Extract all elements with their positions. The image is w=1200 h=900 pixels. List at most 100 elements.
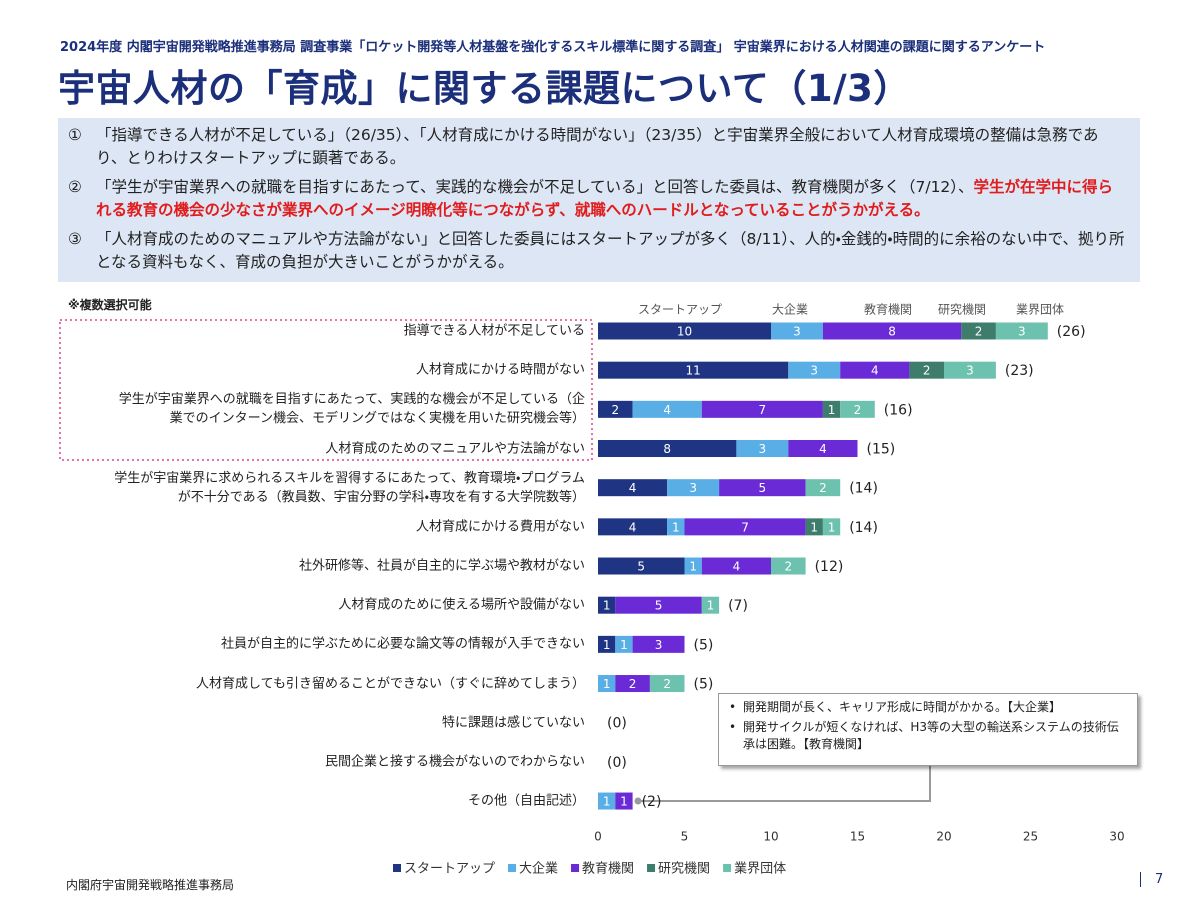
x-tick-label: 5 xyxy=(681,830,689,844)
summary-point: ② 「学生が宇宙業界への就職を目指すにあたって、実践的な機会が不足している」と回… xyxy=(68,176,1126,222)
bar-segment xyxy=(961,322,996,340)
bar-segment xyxy=(944,361,996,379)
category-label: 人材育成のためのマニュアルや方法論がない xyxy=(325,441,585,456)
total-label: (14) xyxy=(849,481,878,497)
legend-label: 大企業 xyxy=(519,861,558,877)
segment-label: 4 xyxy=(871,364,879,378)
category-label: その他（自由記述） xyxy=(467,793,585,809)
bar-segment xyxy=(701,596,720,614)
x-tick-label: 0 xyxy=(594,830,602,844)
bar-segment xyxy=(649,675,685,693)
bar-segment xyxy=(805,518,823,536)
callout: 開発期間が長く、キャリア形成に時間がかかる。【大企業】 開発サイクルが短くなけれ… xyxy=(718,693,1138,766)
bar-segment xyxy=(788,440,858,458)
segment-label: 1 xyxy=(672,520,680,534)
category-label: 人材育成にかける時間がない xyxy=(415,362,585,378)
series-header: 研究機関 xyxy=(938,303,986,317)
segment-label: 3 xyxy=(689,481,697,495)
segment-label: 3 xyxy=(966,364,974,378)
bar-segment xyxy=(598,635,616,653)
bar-segment xyxy=(598,596,616,614)
total-label: (15) xyxy=(867,442,896,458)
bar-segment xyxy=(840,361,910,379)
legend-label: 教育機関 xyxy=(582,861,634,877)
bar-segment xyxy=(598,479,668,497)
subtitle: 2024年度 内閣宇宙開発戦略推進事務局 調査事業「ロケット開発等人材基盤を強化… xyxy=(60,40,1046,55)
point-text: 「人材育成のためのマニュアルや方法論がない」と回答した委員にはスタートアップが多… xyxy=(96,230,1125,271)
bar-segment xyxy=(598,361,789,379)
x-tick-label: 25 xyxy=(1023,830,1038,844)
page-number: 7 xyxy=(1140,872,1163,887)
category-label: 民間企業と接する機会がないのでわからない xyxy=(324,754,585,770)
point-text-wrap: 「学生が宇宙業界への就職を目指すにあたって、実践的な機会が不足している」と回答し… xyxy=(96,176,1126,222)
total-label: (7) xyxy=(728,598,748,614)
bar-segment xyxy=(771,322,823,340)
segment-label: 2 xyxy=(819,481,827,495)
total-label: (5) xyxy=(694,637,714,653)
segment-label: 3 xyxy=(810,364,818,378)
segment-label: 3 xyxy=(759,442,767,456)
total-label: (0) xyxy=(607,755,627,771)
segment-label: 2 xyxy=(854,403,862,417)
category-label: 人材育成のために使える場所や設備がない xyxy=(338,597,585,613)
segment-label: 5 xyxy=(759,481,767,495)
segment-label: 4 xyxy=(663,403,671,417)
category-label: 学生が宇宙業界に求められるスキルを習得するにあたって、教育環境・プログラム が不… xyxy=(114,470,585,505)
x-tick-label: 30 xyxy=(1109,830,1124,844)
callout-connector xyxy=(640,766,931,802)
category-label: 人材育成にかける費用がない xyxy=(415,519,585,535)
total-label: (23) xyxy=(1005,363,1034,379)
category-label: 社外研修等、社員が自主的に学ぶ場や教材がない xyxy=(298,558,585,574)
bar-segment xyxy=(667,479,720,497)
bar-segment xyxy=(684,518,806,536)
title: 宇宙人材の「育成」に関する課題について（1/3） xyxy=(58,67,911,110)
category-label: 学生が宇宙業界への就職を目指すにあたって、実践的な機会が不足している（企 業での… xyxy=(118,392,585,427)
summary-point: ③ 「人材育成のためのマニュアルや方法論がない」と回答した委員にはスタートアップ… xyxy=(68,228,1126,274)
x-tick-label: 20 xyxy=(936,830,951,844)
footer: 内閣府宇宙開発戦略推進事務局 xyxy=(66,878,235,892)
bar-segment xyxy=(909,361,944,379)
bar-segment xyxy=(667,518,685,536)
x-tick-label: 15 xyxy=(850,830,865,844)
bar-segment xyxy=(598,792,616,810)
legend-swatch xyxy=(508,864,517,872)
highlight-frame xyxy=(59,319,593,461)
legend-label: スタートアップ xyxy=(404,862,495,877)
bar-segment xyxy=(615,596,702,614)
segment-label: 7 xyxy=(759,403,767,417)
segment-label: 8 xyxy=(663,442,671,456)
series-header: 教育機関 xyxy=(864,302,912,317)
segment-label: 2 xyxy=(784,560,792,574)
callout-item: 開発サイクルが短くなければ、H3等の大型の輸送系システムの技術伝承は困難。【教育… xyxy=(729,719,1127,753)
segment-label: 7 xyxy=(741,520,749,534)
segment-label: 8 xyxy=(888,325,896,339)
category-label: 社員が自主的に学ぶために必要な論文等の情報が入手できない xyxy=(220,636,585,652)
segment-label: 1 xyxy=(603,638,611,652)
point-marker: ② xyxy=(68,178,82,196)
bar-segment xyxy=(615,675,650,693)
segment-label: 1 xyxy=(707,599,715,613)
category-label: 特に課題は感じていない xyxy=(441,715,585,731)
segment-label: 5 xyxy=(637,560,645,574)
summary-box: ① 「指導できる人材が不足している」（26/35）、「人材育成にかける時間がない… xyxy=(58,118,1140,282)
bar-segment xyxy=(719,479,806,497)
point-marker: ① xyxy=(68,126,82,144)
segment-label: 2 xyxy=(923,364,931,378)
callout-item: 開発期間が長く、キャリア形成に時間がかかる。【大企業】 xyxy=(729,699,1127,716)
x-tick-label: 10 xyxy=(763,830,778,844)
bar-segment xyxy=(598,440,737,458)
point-highlight: 学生が在学中に得られる教育の機会の少なさが業界へのイメージ明瞭化等につながらず、… xyxy=(96,178,1114,219)
segment-label: 10 xyxy=(677,325,692,339)
total-label: (12) xyxy=(815,559,844,575)
segment-label: 5 xyxy=(655,599,663,613)
segment-label: 4 xyxy=(629,481,637,495)
point-marker: ③ xyxy=(68,230,82,248)
segment-label: 2 xyxy=(629,677,637,691)
point-text: 「学生が宇宙業界への就職を目指すにあたって、実践的な機会が不足している」と回答し… xyxy=(96,178,974,196)
callout-dot xyxy=(634,797,642,805)
bar-segment xyxy=(598,400,633,418)
segment-label: 1 xyxy=(828,520,836,534)
series-header: 業界団体 xyxy=(1016,303,1064,317)
legend-swatch xyxy=(393,864,401,872)
